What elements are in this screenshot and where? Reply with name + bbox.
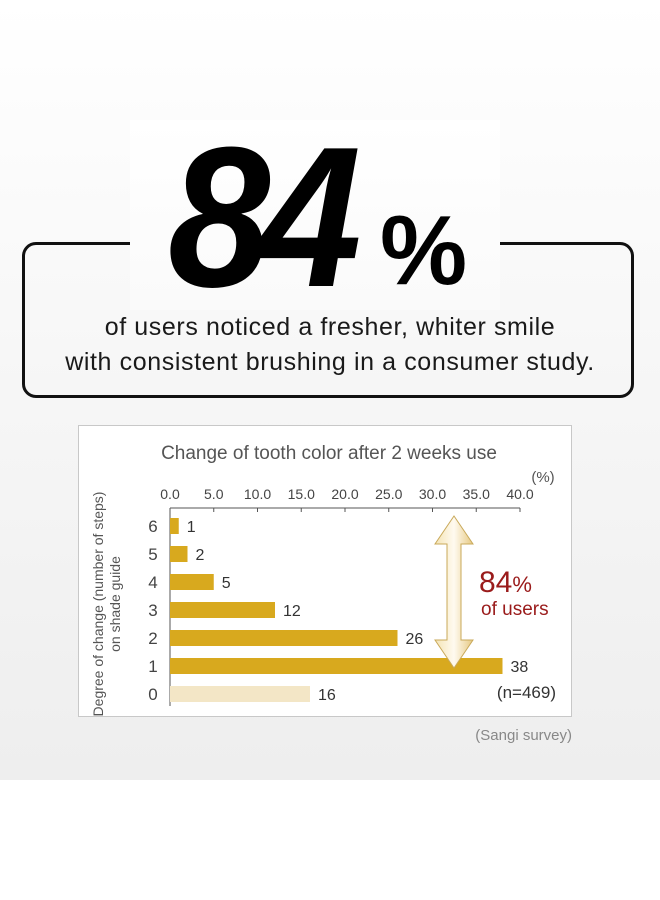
headline-percent: % bbox=[380, 195, 468, 305]
annotation-text: of users bbox=[481, 599, 549, 620]
y-tick-label: 5 bbox=[148, 545, 157, 564]
y-tick-label: 2 bbox=[148, 629, 157, 648]
x-ticks: 0.0 5.0 10.0 15.0 20.0 25.0 30.0 35.0 40.0 bbox=[160, 486, 534, 512]
x-tick-label: 5.0 bbox=[204, 486, 224, 502]
x-tick-label: 15.0 bbox=[288, 486, 315, 502]
bar-value-label: 2 bbox=[196, 547, 205, 564]
x-tick-label: 30.0 bbox=[419, 486, 446, 502]
bar bbox=[170, 658, 503, 674]
bar-value-label: 38 bbox=[511, 659, 529, 676]
bar bbox=[170, 686, 310, 702]
x-tick-label: 0.0 bbox=[160, 486, 180, 502]
annotation: 84% of users (n=469) bbox=[479, 566, 556, 702]
annotation-value: 84% bbox=[479, 566, 532, 599]
bar bbox=[170, 574, 214, 590]
bars bbox=[170, 518, 503, 702]
y-axis-title-line-1: Degree of change (number of steps) bbox=[90, 492, 106, 717]
source-note: (Sangi survey) bbox=[475, 727, 572, 744]
callout-line-1: of users noticed a fresher, whiter smile bbox=[104, 313, 556, 341]
bar-value-label: 1 bbox=[187, 519, 196, 536]
headline-mask bbox=[130, 120, 500, 310]
x-tick-label: 10.0 bbox=[244, 486, 271, 502]
sample-size: (n=469) bbox=[497, 683, 556, 702]
bar bbox=[170, 546, 188, 562]
chart-title: Change of tooth color after 2 weeks use bbox=[161, 443, 497, 464]
bar bbox=[170, 518, 179, 534]
bar-chart: Change of tooth color after 2 weeks use … bbox=[90, 443, 556, 717]
chart-panel: Change of tooth color after 2 weeks use … bbox=[78, 425, 572, 717]
y-ticks: 6 5 4 3 2 1 0 bbox=[148, 517, 157, 704]
annotation-unit: % bbox=[512, 572, 532, 597]
y-tick-label: 6 bbox=[148, 517, 157, 536]
x-axis-unit: (%) bbox=[531, 469, 554, 486]
headline-number: 84 bbox=[168, 106, 362, 329]
x-tick-label: 20.0 bbox=[331, 486, 358, 502]
range-arrow bbox=[434, 515, 474, 669]
y-tick-label: 3 bbox=[148, 601, 157, 620]
callout-line-2: with consistent brushing in a consumer s… bbox=[65, 348, 595, 376]
y-axis-title: Degree of change (number of steps) on sh… bbox=[90, 492, 123, 717]
x-tick-label: 25.0 bbox=[375, 486, 402, 502]
x-tick-label: 35.0 bbox=[463, 486, 490, 502]
bar-value-label: 26 bbox=[406, 631, 424, 648]
y-tick-label: 0 bbox=[148, 685, 157, 704]
annotation-number: 84 bbox=[479, 566, 512, 599]
bar-value-label: 16 bbox=[318, 687, 336, 704]
range-arrow-shape bbox=[434, 515, 474, 669]
bar-value-label: 5 bbox=[222, 575, 231, 592]
bar bbox=[170, 630, 398, 646]
x-tick-label: 40.0 bbox=[506, 486, 533, 502]
y-axis-title-line-2: on shade guide bbox=[107, 556, 123, 652]
bar bbox=[170, 602, 275, 618]
bar-value-label: 12 bbox=[283, 603, 301, 620]
y-tick-label: 4 bbox=[148, 573, 157, 592]
y-tick-label: 1 bbox=[148, 657, 157, 676]
